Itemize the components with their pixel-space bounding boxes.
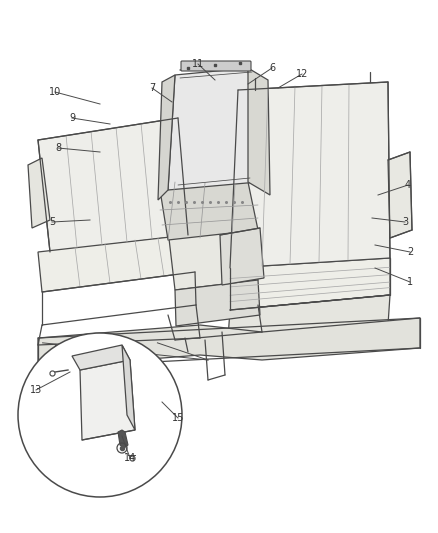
Polygon shape <box>158 75 175 200</box>
Polygon shape <box>38 118 188 252</box>
Polygon shape <box>175 280 260 326</box>
Circle shape <box>18 333 182 497</box>
Text: 6: 6 <box>269 63 275 73</box>
Text: 4: 4 <box>405 180 411 190</box>
Polygon shape <box>168 68 258 190</box>
Polygon shape <box>230 258 390 310</box>
Polygon shape <box>248 68 270 195</box>
Polygon shape <box>220 228 264 285</box>
Text: 9: 9 <box>69 113 75 123</box>
Polygon shape <box>28 158 50 228</box>
Polygon shape <box>230 82 390 268</box>
FancyBboxPatch shape <box>181 61 251 71</box>
Text: 14: 14 <box>124 453 136 463</box>
Text: 12: 12 <box>296 69 308 79</box>
Polygon shape <box>72 345 130 370</box>
Polygon shape <box>38 235 195 292</box>
Polygon shape <box>118 430 128 448</box>
Polygon shape <box>168 222 258 290</box>
Polygon shape <box>388 152 412 238</box>
Text: 3: 3 <box>402 217 408 227</box>
Text: 7: 7 <box>149 83 155 93</box>
Text: 2: 2 <box>407 247 413 257</box>
Text: 8: 8 <box>55 143 61 153</box>
Text: 5: 5 <box>49 217 55 227</box>
Text: 11: 11 <box>192 59 204 69</box>
Polygon shape <box>80 360 135 440</box>
Text: 13: 13 <box>30 385 42 395</box>
Polygon shape <box>228 295 390 338</box>
Text: 15: 15 <box>172 413 184 423</box>
Polygon shape <box>38 318 420 368</box>
Polygon shape <box>122 345 135 430</box>
Text: 1: 1 <box>407 277 413 287</box>
Polygon shape <box>160 182 258 240</box>
Text: 10: 10 <box>49 87 61 97</box>
